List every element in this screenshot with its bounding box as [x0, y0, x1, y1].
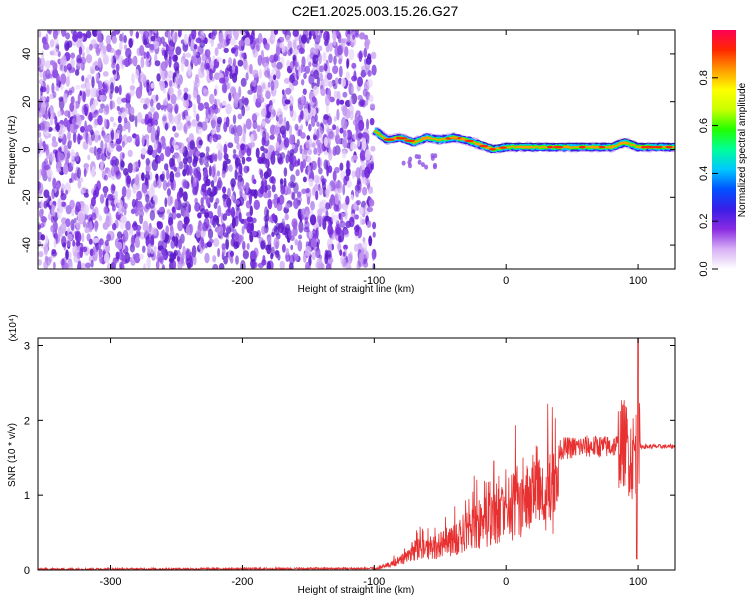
colorbar-tick-label: 0.6 [698, 118, 710, 133]
chart-title: C2E1.2025.003.15.26.G27 [292, 3, 459, 19]
y-tick-label: 40 [21, 48, 33, 60]
snr-x-axis-label: Height of straight line (km) [298, 585, 415, 596]
snr-panel: -300 -200 -100 0 100 0 1 2 3 (x10⁴) Height of st… [7, 314, 676, 596]
colorbar-ticks: 0.0 0.2 0.4 0.6 0.8 [698, 70, 718, 277]
noise-region [38, 30, 377, 269]
colorbar-tick-label: 0.4 [698, 166, 710, 181]
y-tick-label: 0 [24, 565, 30, 577]
snr-scale-note: (x10⁴) [8, 314, 19, 341]
y-tick-label: 0 [21, 146, 33, 152]
snr-ticks: -300 -200 -100 0 100 0 1 2 3 [24, 338, 675, 588]
colorbar-label: Normalized spectral amplitude [737, 82, 748, 217]
x-tick-label: -100 [363, 275, 385, 287]
colorbar-tick-label: 0.2 [698, 214, 710, 229]
colorbar-tick-label: 0.0 [698, 261, 710, 276]
colorbar-tick-label: 0.8 [698, 70, 710, 85]
snr-y-axis-label: SNR (10 * v/v) [7, 423, 18, 487]
x-tick-label: 0 [503, 576, 509, 588]
x-tick-label: -200 [231, 275, 253, 287]
y-tick-label: -40 [21, 237, 33, 253]
x-tick-label: -100 [363, 576, 385, 588]
y-tick-label: -20 [21, 189, 33, 205]
x-tick-label: -300 [100, 576, 122, 588]
spectrogram-y-axis-label: Frequency (Hz) [7, 116, 18, 185]
x-tick-label: -300 [100, 275, 122, 287]
frequency-ridge [371, 126, 675, 170]
y-tick-label: 1 [24, 490, 30, 502]
y-tick-label: 2 [24, 415, 30, 427]
x-tick-label: -200 [231, 576, 253, 588]
snr-series-line [38, 338, 675, 570]
x-tick-label: 100 [629, 275, 647, 287]
x-tick-label: 100 [629, 576, 647, 588]
y-tick-label: 3 [24, 340, 30, 352]
spectrogram-x-axis-label: Height of straight line (km) [298, 284, 415, 295]
colorbar-gradient [712, 30, 736, 269]
y-tick-label: 20 [21, 96, 33, 108]
colorbar: 0.0 0.2 0.4 0.6 0.8 Normalized spectral ampl… [698, 30, 748, 277]
x-tick-label: 0 [503, 275, 509, 287]
